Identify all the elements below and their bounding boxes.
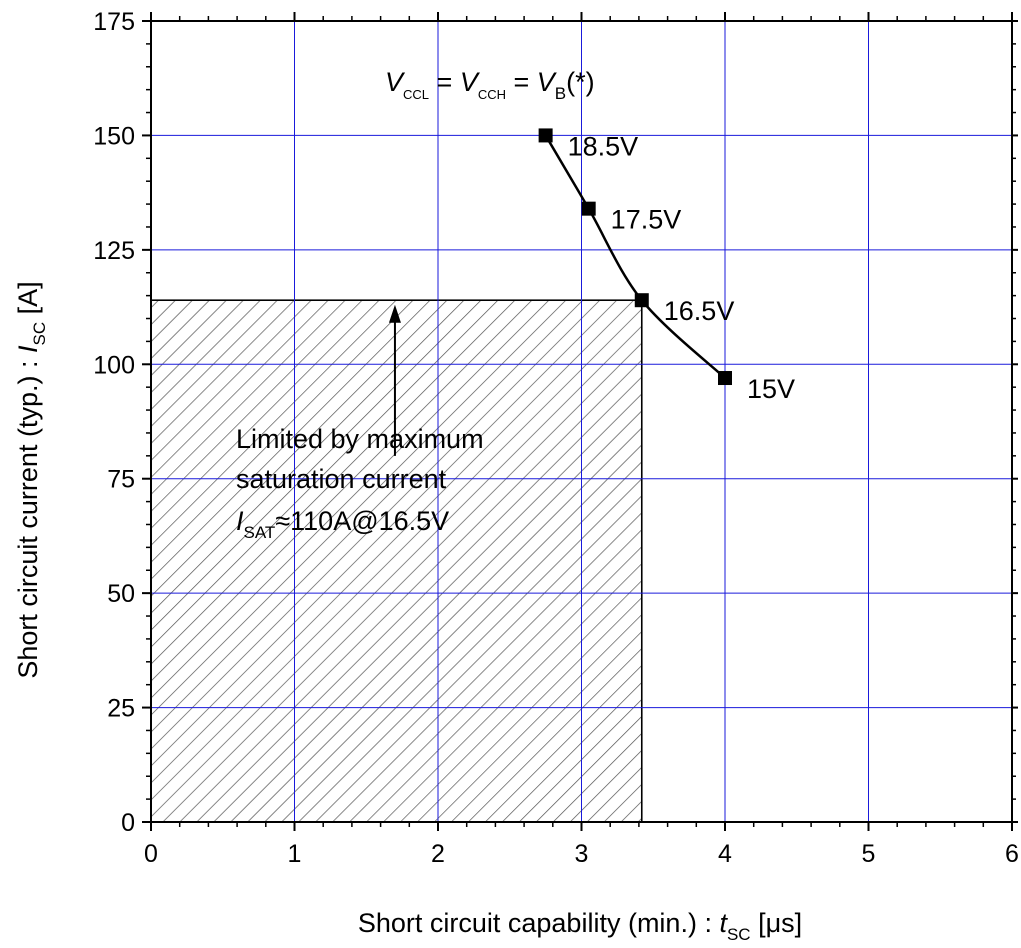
y-axis-title: Short circuit current (typ.) : ISC [A] [13, 281, 49, 678]
data-point-label: 16.5V [664, 296, 735, 326]
saturation-annotation: Limited by maximum saturation current IS… [236, 304, 484, 542]
x-tick-label: 0 [144, 840, 158, 868]
data-point [581, 201, 596, 216]
data-point [718, 371, 732, 386]
grid [151, 21, 1012, 822]
y-tick-label: 0 [121, 809, 135, 837]
annotation-line-1: Limited by maximum [236, 424, 484, 454]
y-tick-label: 100 [93, 351, 135, 379]
ticks: 0 1 2 3 4 5 6 0 25 50 75 100 125 150 175 [93, 8, 1019, 868]
series: 18.5V 17.5V 16.5V 15V [538, 128, 795, 404]
data-point-label: 17.5V [611, 205, 682, 235]
x-tick-label: 2 [431, 840, 445, 868]
hatched-area [150, 299, 643, 823]
data-point-label: 15V [747, 374, 795, 404]
annotation-line-2: saturation current [236, 464, 447, 494]
condition-label: VCCL = VCCH = VB(*) [385, 67, 595, 103]
hatched-region [150, 299, 643, 823]
y-tick-label: 50 [107, 580, 135, 608]
data-point [634, 293, 649, 308]
series-line [544, 134, 726, 379]
data-point-label: 18.5V [568, 131, 639, 161]
y-tick-label: 125 [93, 237, 135, 265]
y-tick-label: 75 [107, 466, 135, 494]
x-axis-title: Short circuit capability (min.) : tSC [μ… [358, 908, 802, 944]
y-tick-label: 25 [107, 695, 135, 723]
y-tick-label: 150 [93, 122, 135, 150]
x-tick-label: 1 [288, 840, 302, 868]
x-tick-label: 4 [718, 840, 732, 868]
data-point [538, 128, 553, 143]
annotation-line-3: ISAT≈110A@16.5V [236, 506, 449, 542]
x-tick-label: 5 [862, 840, 876, 868]
x-tick-label: 6 [1005, 840, 1019, 868]
x-tick-label: 3 [575, 840, 589, 868]
annotation-arrow-head [388, 304, 401, 323]
y-tick-label: 175 [93, 8, 135, 36]
